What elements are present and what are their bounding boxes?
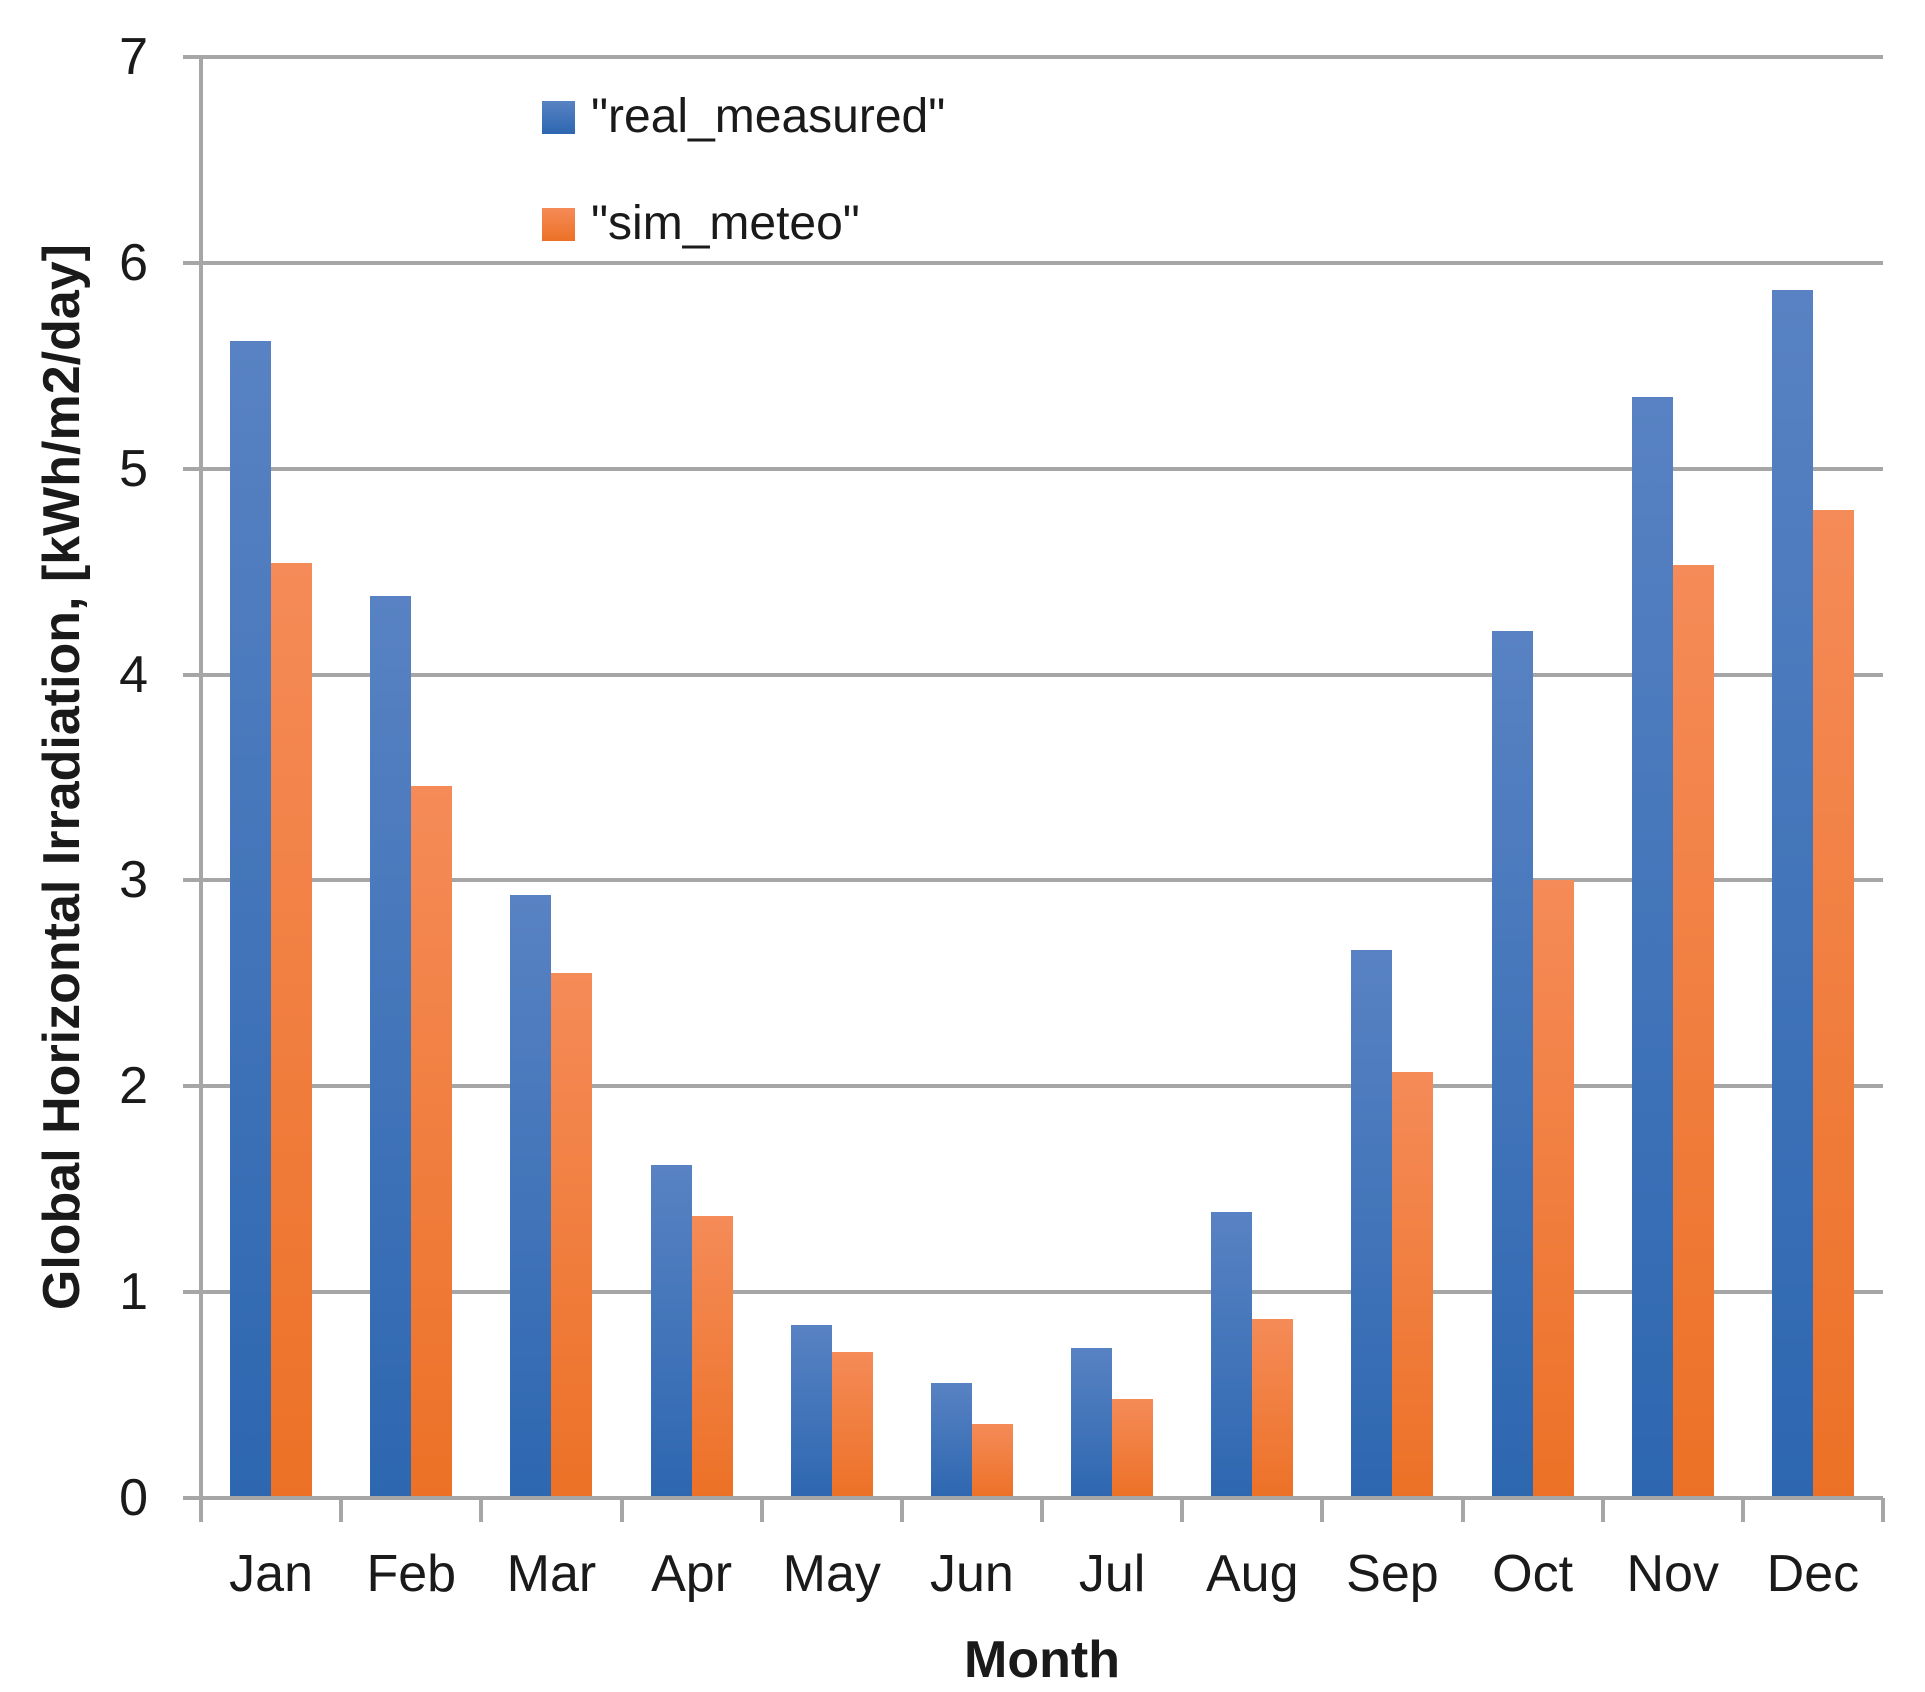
bar-aug-sim_meteo xyxy=(1252,1318,1294,1498)
y-tick-mark-5 xyxy=(183,466,201,471)
y-tick-label-4: 4 xyxy=(119,645,148,704)
bar-mar-real_measured xyxy=(510,894,552,1498)
x-tick-mark-11 xyxy=(1740,1498,1745,1522)
bar-jun-sim_meteo xyxy=(971,1423,1013,1498)
legend-entry-real-measured: "real_measured" xyxy=(542,93,945,141)
bar-jul-sim_meteo xyxy=(1112,1399,1154,1498)
bar-oct-real_measured xyxy=(1491,631,1533,1498)
x-tick-mark-7 xyxy=(1180,1498,1185,1522)
x-tick-mark-8 xyxy=(1320,1498,1325,1522)
y-tick-mark-6 xyxy=(183,260,201,265)
x-axis-title: Month xyxy=(964,1631,1120,1689)
bar-apr-real_measured xyxy=(650,1164,692,1498)
x-tick-label-dec: Dec xyxy=(1766,1545,1860,1603)
x-tick-label-apr: Apr xyxy=(651,1545,733,1603)
bar-jan-sim_meteo xyxy=(271,563,313,1498)
x-tick-label-jul: Jul xyxy=(1078,1545,1146,1603)
x-tick-label-jun: Jun xyxy=(929,1545,1014,1603)
legend-swatch-sim-meteo-icon xyxy=(542,207,575,241)
x-tick-label-oct: Oct xyxy=(1492,1545,1574,1603)
x-tick-label-may: May xyxy=(782,1545,881,1603)
bar-oct-sim_meteo xyxy=(1532,880,1574,1498)
y-tick-mark-3 xyxy=(183,878,201,883)
y-tick-label-3: 3 xyxy=(119,851,148,910)
bar-feb-real_measured xyxy=(370,596,412,1498)
x-tick-mark-2 xyxy=(479,1498,484,1522)
bar-mar-sim_meteo xyxy=(551,973,593,1498)
gridline-y-5 xyxy=(201,466,1883,471)
gridline-y-1 xyxy=(201,1290,1883,1295)
bar-may-sim_meteo xyxy=(831,1351,873,1498)
x-tick-label-sep: Sep xyxy=(1346,1545,1439,1603)
gridline-y-7 xyxy=(201,55,1883,59)
x-tick-mark-9 xyxy=(1460,1498,1465,1522)
bar-nov-real_measured xyxy=(1631,396,1673,1498)
legend-label-sim-meteo: "sim_meteo" xyxy=(591,197,860,250)
y-tick-label-1: 1 xyxy=(119,1263,148,1322)
y-tick-label-7: 7 xyxy=(119,28,148,86)
x-tick-mark-0 xyxy=(199,1498,203,1522)
y-tick-label-0: 0 xyxy=(119,1469,148,1527)
x-tick-label-feb: Feb xyxy=(366,1545,457,1603)
x-tick-label-nov: Nov xyxy=(1626,1545,1719,1603)
legend-label-real-measured: "real_measured" xyxy=(591,90,946,143)
bar-sep-sim_meteo xyxy=(1392,1071,1434,1498)
gridline-y-6 xyxy=(201,260,1883,265)
y-tick-mark-4 xyxy=(183,672,201,677)
bar-jun-real_measured xyxy=(930,1382,972,1498)
y-tick-label-6: 6 xyxy=(119,233,148,292)
y-tick-mark-7 xyxy=(183,55,201,59)
x-tick-mark-4 xyxy=(759,1498,764,1522)
x-axis-line xyxy=(183,1496,1883,1500)
x-tick-mark-1 xyxy=(339,1498,344,1522)
bar-may-real_measured xyxy=(790,1325,832,1498)
gridline-y-3 xyxy=(201,878,1883,883)
y-axis-title-text: Global Horizontal Irradiation, [kWh/m2/d… xyxy=(33,244,91,1311)
gridline-y-2 xyxy=(201,1084,1883,1089)
bar-sep-real_measured xyxy=(1351,950,1393,1498)
bar-jul-real_measured xyxy=(1071,1347,1113,1498)
y-axis-line xyxy=(199,57,203,1522)
bar-dec-real_measured xyxy=(1771,289,1813,1498)
bar-apr-sim_meteo xyxy=(691,1215,733,1498)
x-tick-mark-6 xyxy=(1040,1498,1044,1522)
gridline-y-4 xyxy=(201,672,1883,677)
bar-aug-real_measured xyxy=(1211,1211,1253,1498)
legend-swatch-real-measured-icon xyxy=(542,100,575,134)
bar-dec-sim_meteo xyxy=(1812,509,1854,1498)
y-tick-label-2: 2 xyxy=(119,1057,148,1116)
x-tick-label-mar: Mar xyxy=(506,1545,597,1603)
x-tick-label-aug: Aug xyxy=(1205,1545,1299,1603)
x-tick-mark-12 xyxy=(1881,1498,1885,1522)
x-tick-mark-10 xyxy=(1600,1498,1605,1522)
x-tick-mark-5 xyxy=(899,1498,904,1522)
y-tick-mark-1 xyxy=(183,1290,201,1295)
bar-feb-sim_meteo xyxy=(411,785,453,1498)
bar-nov-sim_meteo xyxy=(1672,565,1714,1498)
x-tick-label-jan: Jan xyxy=(229,1545,313,1603)
x-tick-mark-3 xyxy=(619,1498,624,1522)
y-tick-mark-2 xyxy=(183,1084,201,1089)
bar-jan-real_measured xyxy=(230,341,272,1498)
legend-entry-sim-meteo: "sim_meteo" xyxy=(542,200,860,248)
y-tick-label-5: 5 xyxy=(119,439,148,498)
